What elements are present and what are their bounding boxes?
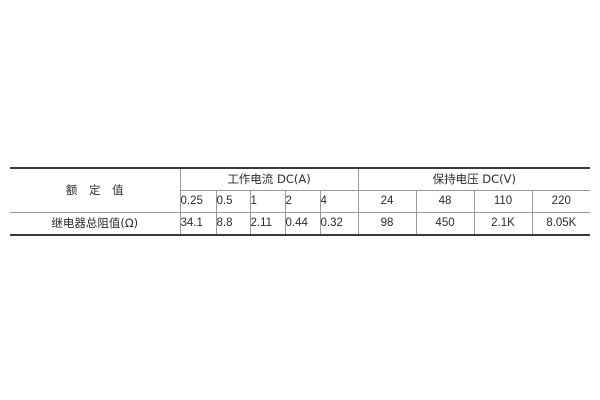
current-column-header-3: 2	[284, 190, 321, 213]
current-resistance-value-3: 0.44	[284, 212, 321, 236]
table-row-resistance-values: 继电器总阻值(Ω) 34.1 8.8 2.11 0.44 0.32 98 450…	[10, 212, 591, 236]
table-row-group-headers: 额 定 值 工作电流 DC(A) 保持电压 DC(V)	[10, 167, 591, 213]
voltage-group-header-label: 保持电压 DC(V)	[432, 172, 516, 186]
current-column-header-2: 1	[249, 190, 286, 213]
current-resistance-value-2: 2.11	[249, 212, 286, 236]
current-column-header-0: 0.25	[179, 190, 217, 213]
voltage-resistance-value-2: 2.1K	[473, 212, 533, 236]
voltage-column-header-3: 220	[531, 190, 591, 213]
voltage-resistance-value-3: 8.05K	[531, 212, 591, 236]
voltage-group-header-cell: 保持电压 DC(V)	[357, 167, 591, 191]
voltage-resistance-value-1: 450	[415, 212, 475, 236]
current-group-header-label: 工作电流 DC(A)	[227, 172, 311, 186]
current-column-header-1: 0.5	[215, 190, 251, 213]
specification-table-container: 额 定 值 工作电流 DC(A) 保持电压 DC(V) 0.25 0.5 1 2…	[10, 167, 591, 236]
voltage-column-header-1: 48	[415, 190, 475, 213]
voltage-column-header-0: 24	[357, 190, 417, 213]
table-row-column-headers: 0.25 0.5 1 2 4 24 48 110 220	[10, 190, 591, 213]
voltage-column-header-2: 110	[473, 190, 533, 213]
current-resistance-value-0: 34.1	[179, 212, 217, 236]
voltage-resistance-value-0: 98	[357, 212, 417, 236]
rated-value-label: 额 定 值	[65, 183, 128, 197]
current-group-header-cell: 工作电流 DC(A)	[179, 167, 359, 191]
total-resistance-label-cell: 继电器总阻值(Ω)	[10, 212, 181, 236]
total-resistance-label: 继电器总阻值(Ω)	[51, 216, 139, 230]
current-column-header-4: 4	[319, 190, 359, 213]
relay-specification-table: 额 定 值 工作电流 DC(A) 保持电压 DC(V) 0.25 0.5 1 2…	[10, 167, 591, 236]
current-resistance-value-4: 0.32	[319, 212, 359, 236]
rated-value-label-cell: 额 定 值	[10, 167, 181, 213]
current-resistance-value-1: 8.8	[215, 212, 251, 236]
